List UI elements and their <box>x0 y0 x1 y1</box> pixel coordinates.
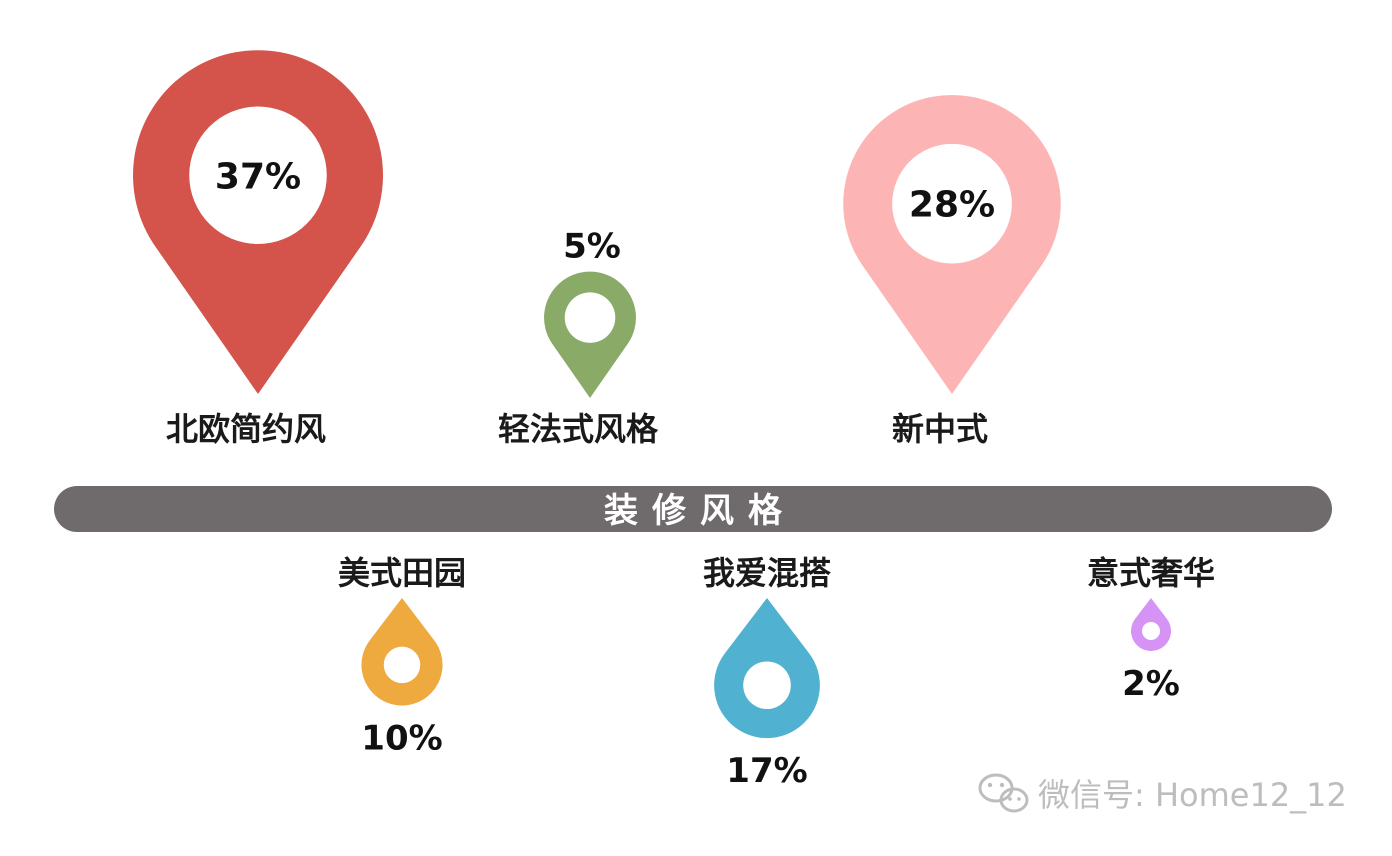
top-pins: 37% 北欧简约风 5% 轻法式风格 28% 新中式 <box>133 50 1061 448</box>
pin-hole <box>383 646 421 684</box>
pin-marker: 10% 美式田园 <box>338 554 466 758</box>
title-band: 装修风格 <box>54 486 1332 532</box>
chart-title: 装修风格 <box>604 491 796 531</box>
pin-marker: 37% 北欧简约风 <box>133 50 383 448</box>
pin-marker: 17% 我爱混搭 <box>703 554 831 791</box>
watermark-text: 微信号: Home12_12 <box>1038 776 1347 814</box>
title-band-bar <box>54 486 1332 532</box>
pin-hole <box>564 292 616 343</box>
pin-hole <box>892 143 1012 264</box>
value-label: 5% <box>563 227 621 267</box>
pin-hole <box>743 661 791 710</box>
category-label: 北欧简约风 <box>166 410 326 448</box>
category-label: 轻法式风格 <box>498 410 659 448</box>
pin-marker: 5% 轻法式风格 <box>498 227 659 448</box>
bottom-pins: 10% 美式田园 17% 我爱混搭 2% 意式奢华 <box>338 554 1215 791</box>
category-label: 新中式 <box>892 410 988 448</box>
pin-hole <box>189 106 327 244</box>
pin-marker: 2% 意式奢华 <box>1087 554 1215 704</box>
value-label: 37% <box>215 156 301 197</box>
category-label: 我爱混搭 <box>703 554 831 592</box>
value-label: 10% <box>361 718 442 758</box>
pin-hole <box>1142 622 1160 640</box>
value-label: 28% <box>909 185 995 226</box>
wechat-icon <box>978 773 1029 813</box>
value-label: 17% <box>726 751 807 791</box>
category-label: 意式奢华 <box>1087 554 1215 592</box>
watermark: 微信号: Home12_12 <box>978 773 1347 814</box>
pin-marker: 28% 新中式 <box>843 94 1061 448</box>
value-label: 2% <box>1122 664 1180 704</box>
category-label: 美式田园 <box>338 554 466 592</box>
